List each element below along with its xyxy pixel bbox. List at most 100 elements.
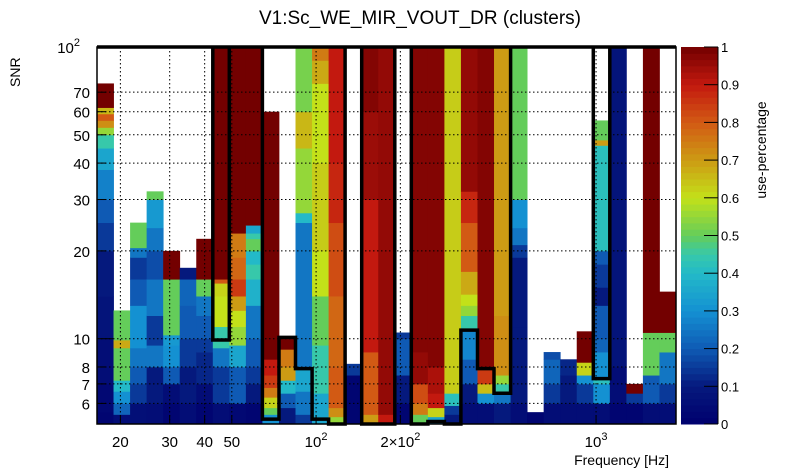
- heatmap-cell: [295, 414, 313, 425]
- heatmap-cell: [245, 225, 263, 234]
- heatmap-cell: [97, 134, 114, 149]
- palette-swatch: [681, 90, 718, 98]
- palette-swatch: [681, 197, 718, 205]
- x-tick-label: 50: [223, 434, 240, 451]
- palette-swatch: [681, 273, 718, 280]
- heatmap-cell: [113, 310, 131, 341]
- heatmap-cell: [626, 403, 644, 425]
- heatmap-cell: [411, 403, 429, 415]
- heatmap-cell: [659, 291, 677, 333]
- heatmap-cell: [477, 403, 495, 425]
- heatmap-cell: [179, 279, 197, 306]
- heatmap-cell: [378, 47, 396, 415]
- y-tick-label: 50: [73, 128, 90, 145]
- heatmap-cell: [196, 296, 214, 316]
- heatmap-cell: [262, 397, 280, 409]
- palette-swatch: [681, 392, 718, 400]
- heatmap-cell: [262, 387, 280, 398]
- heatmap-cell: [510, 403, 528, 425]
- heatmap-cell: [130, 366, 148, 385]
- heatmap-cell: [278, 380, 296, 394]
- heatmap-cell: [328, 407, 346, 418]
- heatmap-cell: [229, 250, 247, 258]
- heatmap-cell: [229, 326, 247, 346]
- heatmap-cell: [576, 403, 594, 425]
- heatmap-cell: [659, 352, 677, 385]
- heatmap-cell: [361, 414, 379, 425]
- heatmap-cell: [130, 403, 148, 425]
- heatmap-cell: [113, 414, 131, 425]
- heatmap-cell: [510, 47, 528, 200]
- heatmap-cell: [245, 47, 263, 226]
- y-tick-label: 6: [82, 396, 90, 413]
- heatmap-cell: [312, 345, 329, 368]
- heatmap-cell: [312, 296, 329, 346]
- heatmap-cell: [411, 352, 429, 385]
- heatmap-cell: [642, 403, 660, 425]
- heatmap-cell: [179, 267, 197, 280]
- palette-swatch: [681, 65, 718, 73]
- heatmap-cell: [97, 338, 114, 385]
- heatmap-cell: [179, 338, 197, 368]
- heatmap-cell: [196, 383, 214, 404]
- heatmap-cell: [460, 330, 478, 360]
- heatmap-cell: [642, 375, 660, 404]
- heatmap-cell: [460, 294, 478, 306]
- palette-tick-label: 0.1: [721, 379, 739, 394]
- palette-swatch: [681, 354, 718, 362]
- y-tick-label: 7: [82, 377, 90, 394]
- heatmap-cell: [477, 47, 495, 368]
- heatmap-cell: [179, 305, 197, 340]
- heatmap-cell: [494, 383, 511, 394]
- heatmap-cell: [394, 332, 412, 340]
- palette-swatch: [681, 178, 718, 186]
- y-tick-exponent: 2: [74, 37, 80, 49]
- heatmap-cell: [427, 366, 445, 394]
- heatmap-cell: [97, 107, 114, 115]
- palette-swatch: [681, 386, 718, 394]
- y-axis-label: SNR: [7, 57, 23, 87]
- palette-swatch: [681, 141, 718, 149]
- heatmap-cell: [146, 403, 164, 425]
- palette-swatch: [681, 210, 718, 218]
- heatmap-cell: [593, 120, 611, 141]
- heatmap-cell: [427, 393, 445, 409]
- y-tick-label: 30: [73, 193, 90, 210]
- palette-label: use-percentage: [753, 101, 769, 199]
- palette-tick-label: 0.9: [721, 78, 739, 93]
- heatmap-cell: [345, 375, 363, 425]
- heatmap-cell: [229, 310, 247, 328]
- heatmap-cell: [229, 345, 247, 368]
- heatmap-cell: [543, 403, 561, 425]
- heatmap-cell: [196, 403, 214, 425]
- palette-swatch: [681, 405, 718, 412]
- heatmap-cell: [411, 383, 429, 404]
- heatmap-cell: [312, 83, 329, 164]
- heatmap-cell: [212, 283, 230, 297]
- x-tick-label: 20: [112, 434, 129, 451]
- heatmap-cell: [295, 222, 313, 369]
- heatmap-cell: [113, 339, 131, 349]
- palette-swatch: [681, 134, 718, 142]
- palette-swatch: [681, 279, 718, 287]
- palette-swatch: [681, 59, 718, 67]
- x-tick-label: 2×102: [380, 431, 420, 451]
- palette-tick-label: 0.5: [721, 229, 739, 244]
- heatmap-cell: [361, 199, 379, 353]
- palette-tick-label: 0: [721, 417, 728, 432]
- heatmap-cell: [593, 305, 611, 340]
- heatmap-cell: [196, 338, 214, 353]
- palette-swatch: [681, 241, 718, 249]
- heatmap-cell: [510, 244, 528, 258]
- heatmap-cell: [130, 305, 148, 328]
- heatmap-cell: [312, 163, 329, 252]
- heatmap-cell: [460, 191, 478, 224]
- heatmap-cell: [245, 264, 263, 280]
- heatmap-cell: [245, 383, 263, 404]
- heatmap-cell: [593, 250, 611, 265]
- x-tick-exponent: 2: [321, 431, 327, 443]
- heatmap-cell: [328, 296, 346, 368]
- heatmap-cell: [328, 163, 346, 224]
- heatmap-cell: [229, 296, 247, 311]
